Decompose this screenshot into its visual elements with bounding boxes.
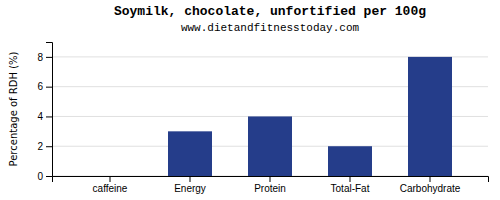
y-axis-line [46,43,53,177]
y-tick: 8 [37,52,52,63]
chart-svg: 0 2 4 6 8 caffeine Energy Protein Total-Fat Carbo… [0,0,500,200]
x-tick: Protein [254,176,286,194]
x-tick-mark [270,176,271,182]
x-tick-mark [190,176,191,182]
x-tick-label: caffeine [93,183,128,194]
x-tick: Energy [174,176,206,194]
y-tick-mark [46,176,52,177]
grid [52,57,488,176]
chart-container: 0 2 4 6 8 caffeine Energy Protein Total-Fat Carbo… [0,0,500,200]
x-tick-mark [110,176,111,182]
y-tick: 4 [37,111,52,122]
x-tick-label: Total-Fat [331,183,370,194]
y-tick-label: 8 [37,52,43,63]
bar [248,116,292,176]
plot-area [168,57,452,176]
y-tick-mark [46,87,52,88]
y-tick-label: 0 [37,171,43,182]
y-tick-mark [46,57,52,58]
bar [328,146,372,176]
y-tick-mark [46,116,52,117]
bar [88,176,132,177]
y-tick: 6 [37,81,52,92]
y-tick: 2 [37,141,52,152]
x-axis: caffeine Energy Protein Total-Fat Carbohydra… [53,176,489,194]
subtitle: www.dietandfitnesstoday.com [181,22,360,34]
x-tick-label: Carbohydrate [400,183,461,194]
x-tick-label: Protein [254,183,286,194]
y-tick: 0 [37,171,52,182]
x-tick: caffeine [93,176,128,194]
x-tick-mark [350,176,351,182]
bar [168,131,212,176]
y-axis: 0 2 4 6 8 [37,43,52,182]
x-tick-mark [430,176,431,182]
title: Soymilk, chocolate, unfortified per 100g [114,4,426,19]
x-tick-label: Energy [174,183,206,194]
bar [408,57,452,176]
x-axis-line [53,177,489,183]
x-tick: Carbohydrate [400,176,461,194]
y-tick-label: 2 [37,141,43,152]
y-tick-mark [46,146,52,147]
y-axis-title: Percentage of RDH (%) [8,51,19,166]
y-tick-label: 4 [37,111,43,122]
x-tick: Total-Fat [331,176,370,194]
y-tick-label: 6 [37,81,43,92]
